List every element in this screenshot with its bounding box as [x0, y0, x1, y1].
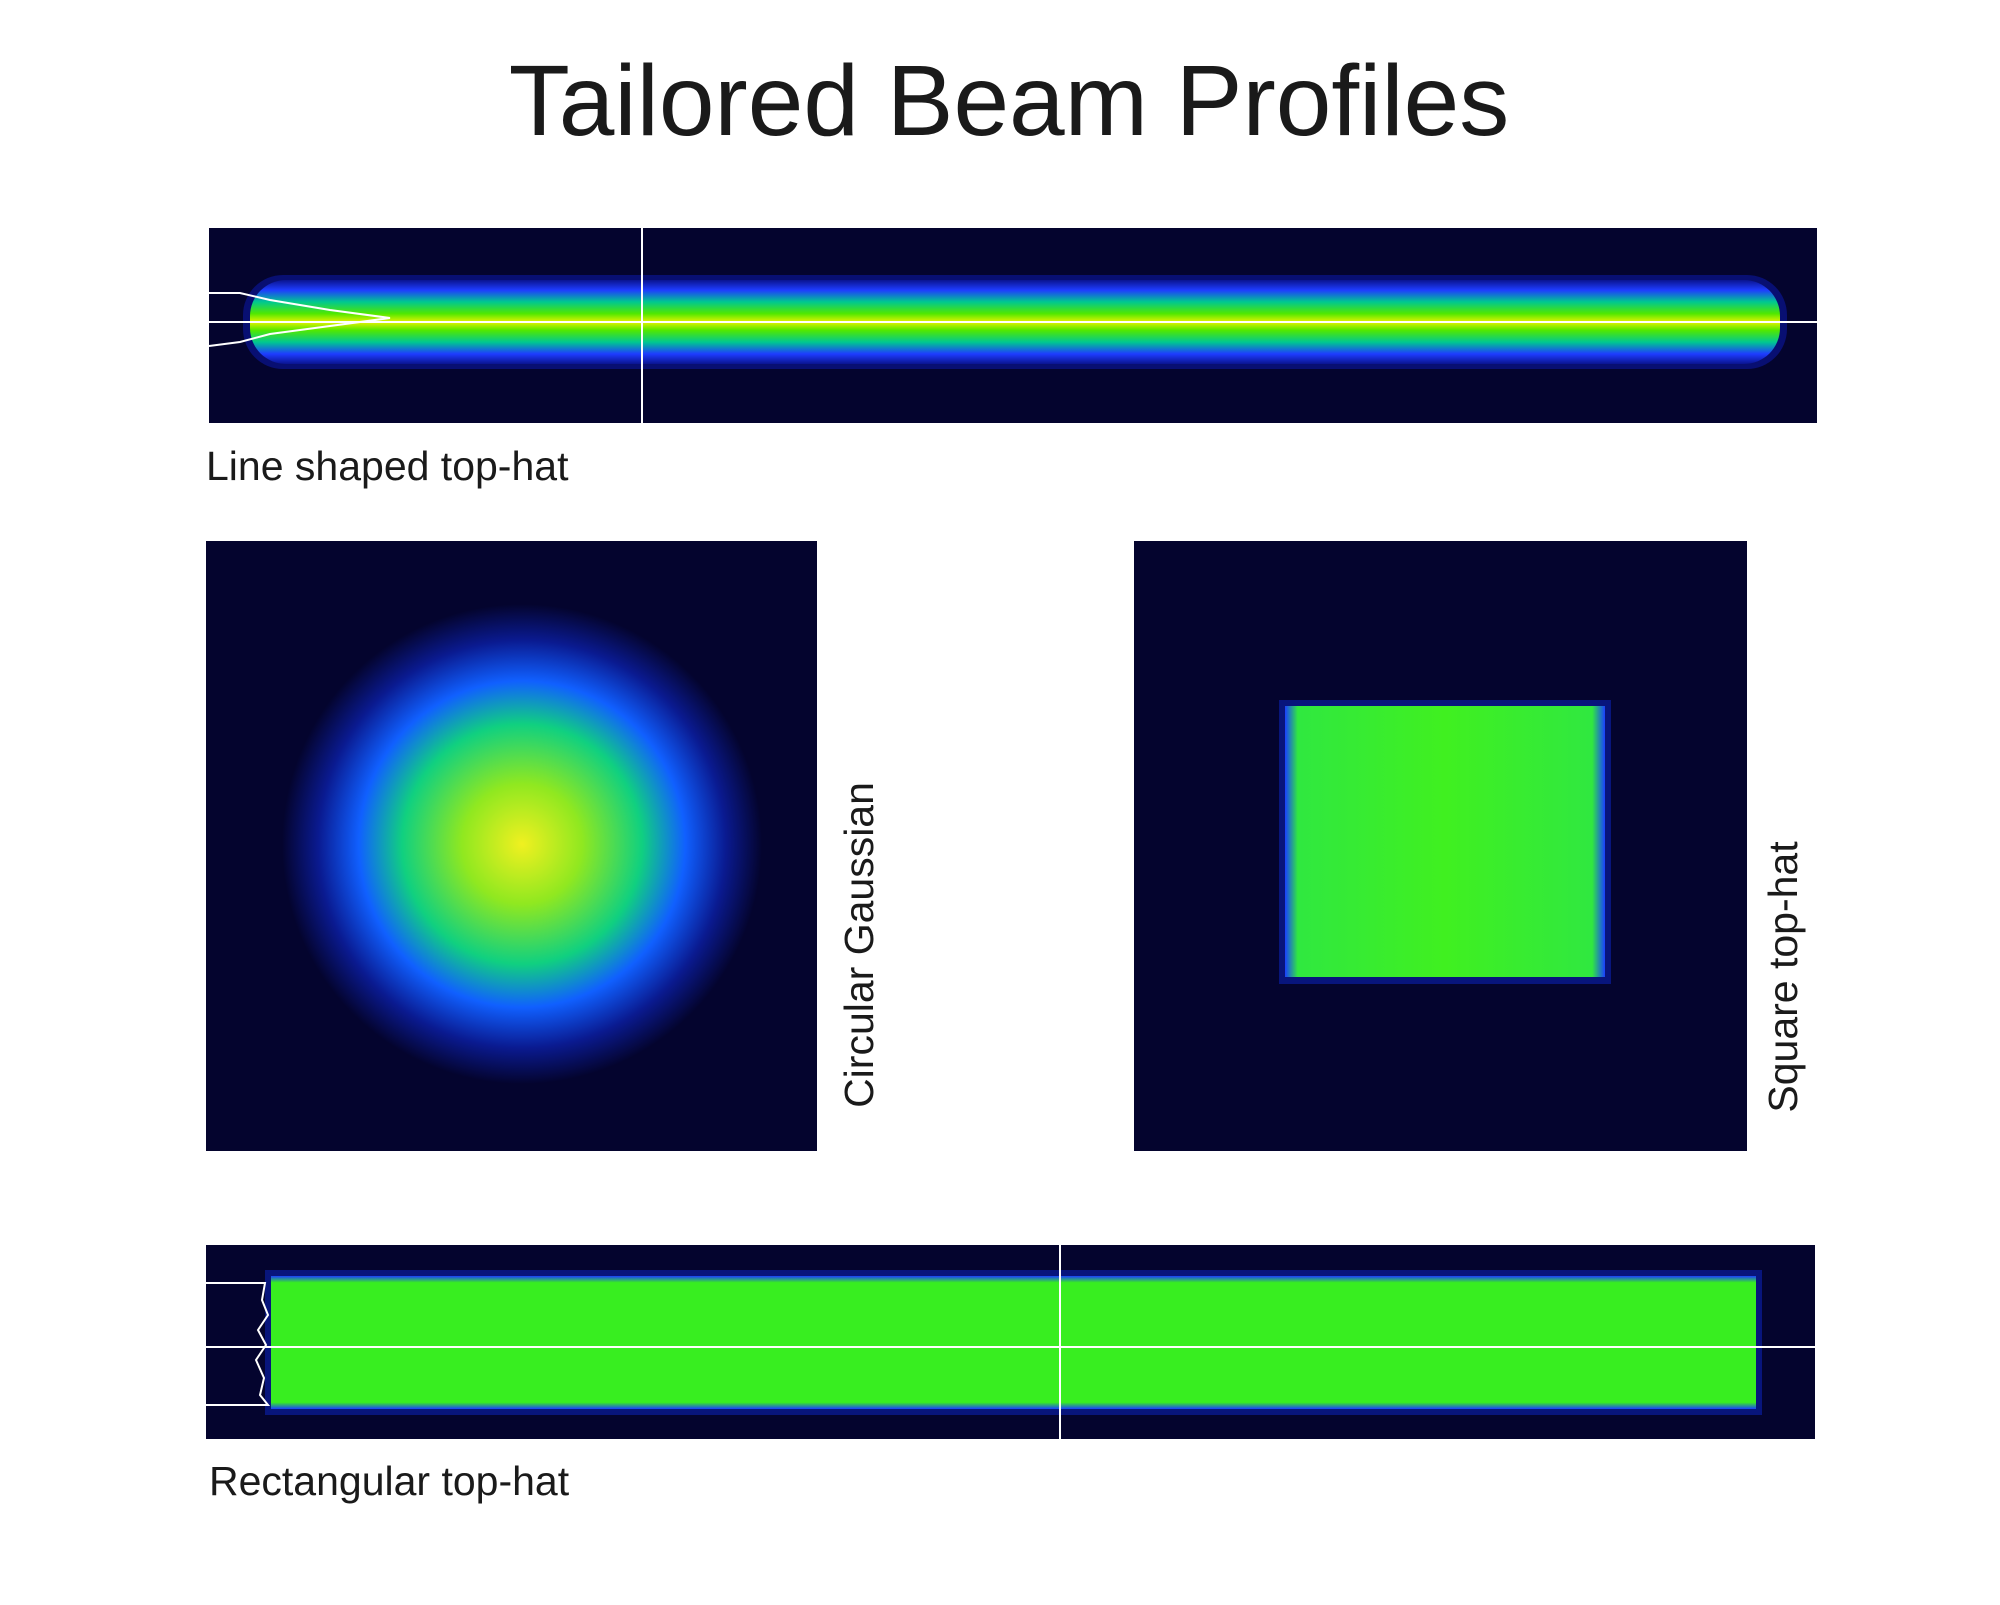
rect-beam — [271, 1276, 1756, 1409]
title: Tailored Beam Profiles — [509, 45, 1509, 157]
panel-label: Line shaped top-hat — [206, 443, 569, 489]
profile-trace — [206, 1282, 271, 1406]
square-beam — [1285, 706, 1605, 977]
panel-label: Circular Gaussian — [836, 782, 882, 1108]
panel-label: Square top-hat — [1760, 841, 1806, 1113]
gaussian-beam — [282, 604, 762, 1084]
profile-trace — [208, 292, 391, 347]
panel-label: Rectangular top-hat — [209, 1458, 570, 1504]
